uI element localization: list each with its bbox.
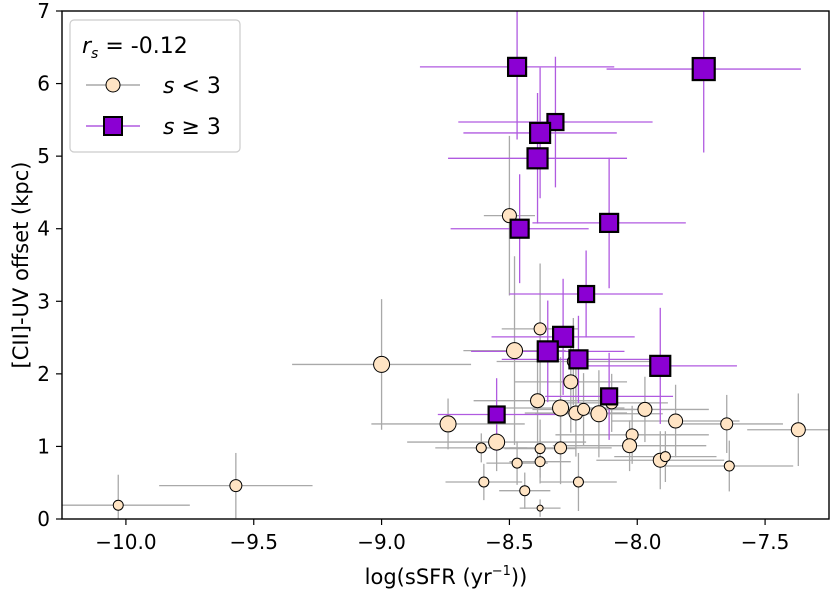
legend-high-marker bbox=[103, 116, 123, 136]
data-point-high bbox=[536, 340, 559, 363]
data-point-low bbox=[659, 451, 671, 463]
y-tick-label: 5 bbox=[37, 144, 50, 168]
data-point-high bbox=[649, 354, 672, 377]
x-tick-label: −8.0 bbox=[613, 530, 662, 554]
y-tick-label: 0 bbox=[37, 507, 50, 531]
x-tick-label: −8.5 bbox=[485, 530, 534, 554]
data-point-low bbox=[552, 399, 570, 417]
data-point-low bbox=[439, 415, 457, 433]
data-point-low bbox=[572, 476, 584, 488]
y-tick-label: 2 bbox=[37, 362, 50, 386]
data-point-low bbox=[475, 442, 487, 454]
legend-low-label: s < 3 bbox=[163, 74, 221, 99]
data-point-low bbox=[590, 405, 608, 423]
data-point-low bbox=[112, 499, 124, 511]
data-point-high bbox=[568, 349, 589, 370]
data-point-low bbox=[577, 402, 591, 416]
data-point-low bbox=[519, 485, 531, 497]
data-point-low bbox=[478, 476, 490, 488]
data-point-low bbox=[488, 433, 506, 451]
data-point-low bbox=[554, 441, 568, 455]
data-point-low bbox=[790, 422, 806, 438]
y-tick-label: 7 bbox=[37, 0, 50, 23]
legend-low-marker bbox=[105, 77, 121, 93]
data-point-high bbox=[600, 387, 619, 406]
data-point-low bbox=[563, 374, 579, 390]
plot-frame bbox=[61, 10, 830, 520]
data-point-low bbox=[506, 342, 524, 360]
x-tick-label: −10.0 bbox=[95, 530, 156, 554]
data-point-low bbox=[622, 438, 638, 454]
data-point-low bbox=[511, 457, 523, 469]
y-axis-label: [CII]-UV offset (kpc) bbox=[9, 162, 33, 369]
data-point-high bbox=[528, 121, 552, 145]
data-points bbox=[62, 11, 829, 519]
data-point-low bbox=[534, 456, 546, 468]
data-point-low bbox=[720, 417, 734, 431]
x-axis-label: log(sSFR (yr−1)) bbox=[365, 564, 528, 589]
data-point-high bbox=[691, 56, 716, 82]
legend-stat: rs = -0.12 bbox=[82, 34, 188, 62]
x-tick-label: −9.5 bbox=[229, 530, 278, 554]
data-point-high bbox=[506, 56, 528, 77]
data-point-low bbox=[229, 479, 243, 493]
data-point-low bbox=[534, 443, 546, 455]
data-point-high bbox=[509, 218, 530, 239]
data-point-low bbox=[533, 322, 547, 336]
data-point-low bbox=[536, 504, 544, 512]
axis-ticks: −10.0 −9.5 −9.0 −8.5 −8.0 −7.5 0 1 2 3 4 5 6 7 bbox=[37, 0, 789, 554]
x-tick-label: −9.0 bbox=[357, 530, 406, 554]
x-tick-label: −7.5 bbox=[741, 530, 790, 554]
data-point-low bbox=[723, 460, 735, 472]
data-point-high bbox=[577, 284, 596, 304]
y-tick-label: 4 bbox=[37, 217, 50, 241]
y-tick-label: 3 bbox=[37, 289, 50, 313]
data-point-low bbox=[373, 355, 391, 373]
data-point-high bbox=[487, 405, 506, 424]
data-point-high bbox=[526, 147, 549, 170]
data-point-low bbox=[668, 413, 684, 429]
y-tick-label: 1 bbox=[37, 434, 50, 458]
legend-high-label: s ≥ 3 bbox=[163, 115, 221, 140]
y-tick-label: 6 bbox=[37, 72, 50, 96]
data-point-low bbox=[637, 401, 653, 417]
data-point-low bbox=[530, 393, 546, 409]
legend: rs = -0.12 s < 3 s ≥ 3 bbox=[69, 19, 241, 153]
data-point-high bbox=[599, 212, 620, 234]
